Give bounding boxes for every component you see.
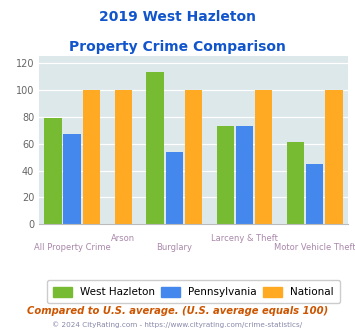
Text: Motor Vehicle Theft: Motor Vehicle Theft bbox=[274, 243, 355, 252]
Bar bbox=[255, 90, 272, 224]
Bar bbox=[64, 134, 81, 224]
Text: Arson: Arson bbox=[111, 234, 135, 243]
Text: Burglary: Burglary bbox=[156, 243, 192, 252]
Text: All Property Crime: All Property Crime bbox=[34, 243, 111, 252]
Bar bbox=[146, 72, 164, 224]
Bar bbox=[325, 90, 343, 224]
Text: © 2024 CityRating.com - https://www.cityrating.com/crime-statistics/: © 2024 CityRating.com - https://www.city… bbox=[53, 322, 302, 328]
Bar bbox=[306, 164, 323, 224]
Bar bbox=[185, 90, 202, 224]
Bar bbox=[287, 142, 304, 224]
Text: 2019 West Hazleton: 2019 West Hazleton bbox=[99, 10, 256, 24]
Bar bbox=[217, 126, 234, 224]
Bar bbox=[83, 90, 100, 224]
Bar bbox=[236, 126, 253, 224]
Bar bbox=[165, 152, 183, 224]
Bar bbox=[115, 90, 132, 224]
Text: Larceny & Theft: Larceny & Theft bbox=[211, 234, 278, 243]
Bar bbox=[44, 118, 62, 224]
Text: Property Crime Comparison: Property Crime Comparison bbox=[69, 40, 286, 53]
Text: Compared to U.S. average. (U.S. average equals 100): Compared to U.S. average. (U.S. average … bbox=[27, 306, 328, 316]
Legend: West Hazleton, Pennsylvania, National: West Hazleton, Pennsylvania, National bbox=[47, 280, 340, 303]
